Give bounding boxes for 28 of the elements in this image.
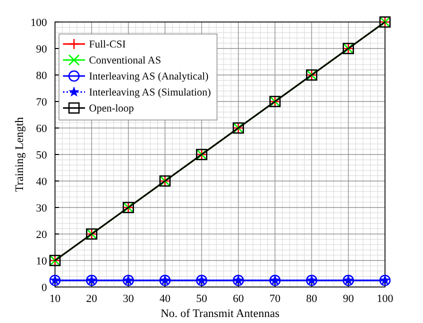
y-tick-label: 90	[36, 43, 48, 56]
y-tick-label: 100	[30, 16, 48, 29]
y-tick-label: 70	[36, 96, 48, 108]
x-tick-label: 100	[376, 293, 394, 305]
x-tick-label: 30	[122, 293, 134, 305]
y-tick-label: 30	[36, 202, 48, 214]
x-tick-label: 80	[306, 293, 318, 305]
y-tick-label: 50	[36, 149, 48, 162]
x-tick-label: 60	[232, 293, 244, 305]
legend-label: Interleaving AS (Analytical)	[89, 72, 210, 83]
y-tick-label: 80	[36, 70, 48, 82]
y-tick-label: 0	[42, 282, 48, 294]
x-tick-label: 70	[270, 293, 281, 305]
x-tick-label: 90	[342, 293, 354, 305]
legend-label: Full-CSI	[89, 40, 126, 51]
y-tick-label: 60	[36, 122, 48, 135]
x-axis-title: No. of Transmit Antennas	[160, 308, 280, 320]
y-tick-label: 20	[36, 228, 48, 241]
legend-label: Conventional AS	[89, 56, 162, 67]
x-tick-label: 20	[86, 293, 98, 305]
x-tick-label: 40	[160, 293, 171, 305]
legend-label: Interleaving AS (Simulation)	[89, 88, 212, 99]
legend-label: Open-loop	[89, 104, 134, 115]
x-tick-label: 10	[50, 293, 61, 305]
y-tick-label: 40	[36, 176, 48, 188]
x-tick-label: 50	[196, 293, 208, 305]
y-tick-label: 10	[36, 255, 48, 268]
y-axis-title: Training Length	[14, 116, 26, 192]
